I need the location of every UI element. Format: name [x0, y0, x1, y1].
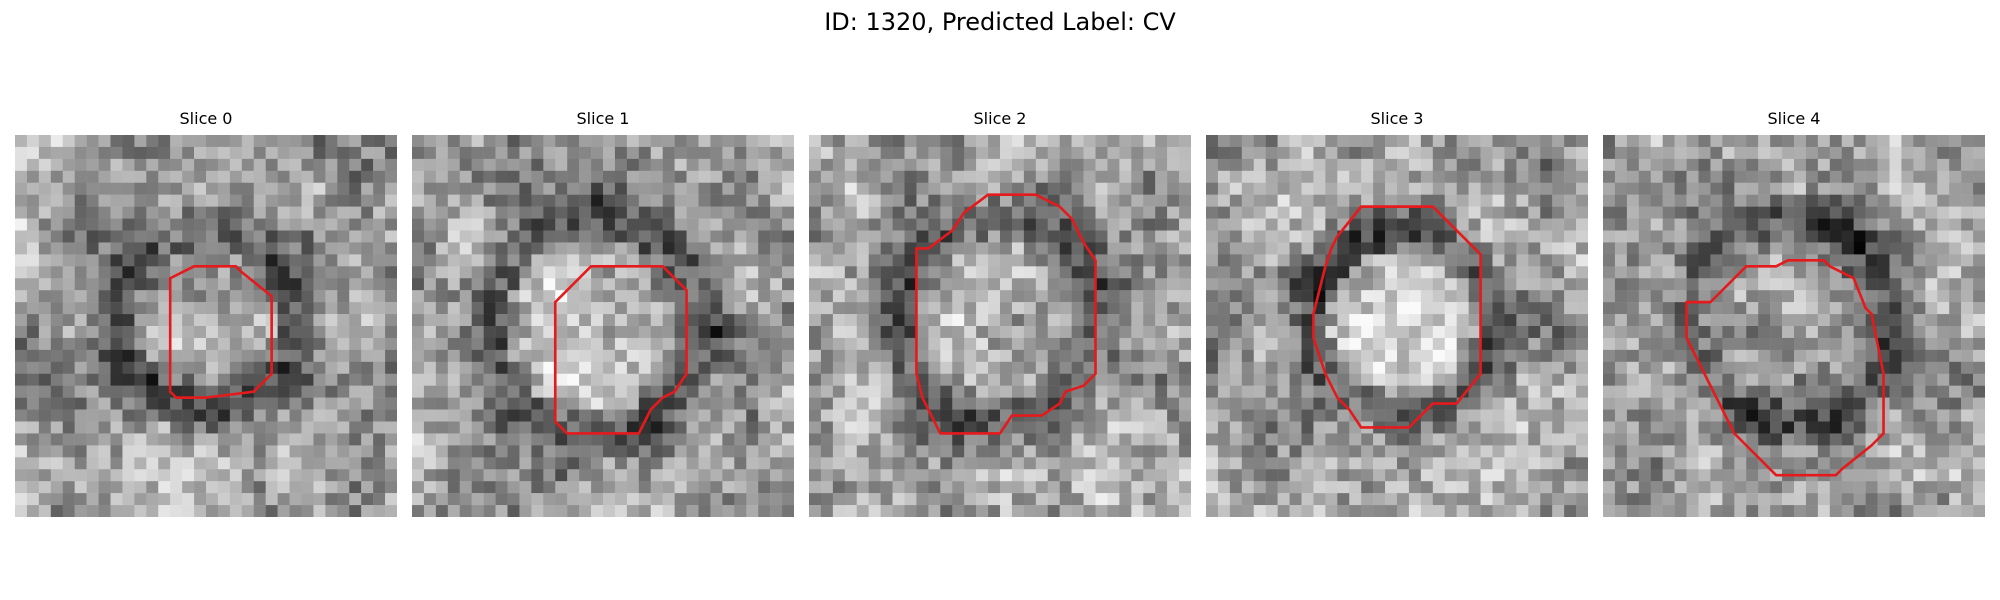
slice-panel-1: Slice 1 [412, 108, 794, 517]
slice-panel-4: Slice 4 [1603, 108, 1985, 517]
slice-panel-3: Slice 3 [1206, 108, 1588, 517]
slice-image [412, 135, 794, 517]
slice-image [1206, 135, 1588, 517]
figure-title: ID: 1320, Predicted Label: CV [824, 8, 1176, 36]
slice-title: Slice 4 [1767, 109, 1821, 128]
segmentation-contour [553, 264, 688, 435]
slice-panel-0: Slice 0 [15, 108, 397, 517]
slice-title: Slice 3 [1370, 109, 1424, 128]
slice-panel-2: Slice 2 [809, 108, 1191, 517]
segmentation-contour [168, 264, 273, 399]
slice-title: Slice 2 [973, 109, 1027, 128]
slice-title: Slice 0 [179, 109, 233, 128]
segmentation-contour [915, 193, 1097, 435]
segmentation-contour [1685, 259, 1885, 477]
slice-title: Slice 1 [576, 109, 630, 128]
slice-image [809, 135, 1191, 517]
slice-image [1603, 135, 1985, 517]
segmentation-contour [1312, 205, 1482, 429]
slice-image [15, 135, 397, 517]
